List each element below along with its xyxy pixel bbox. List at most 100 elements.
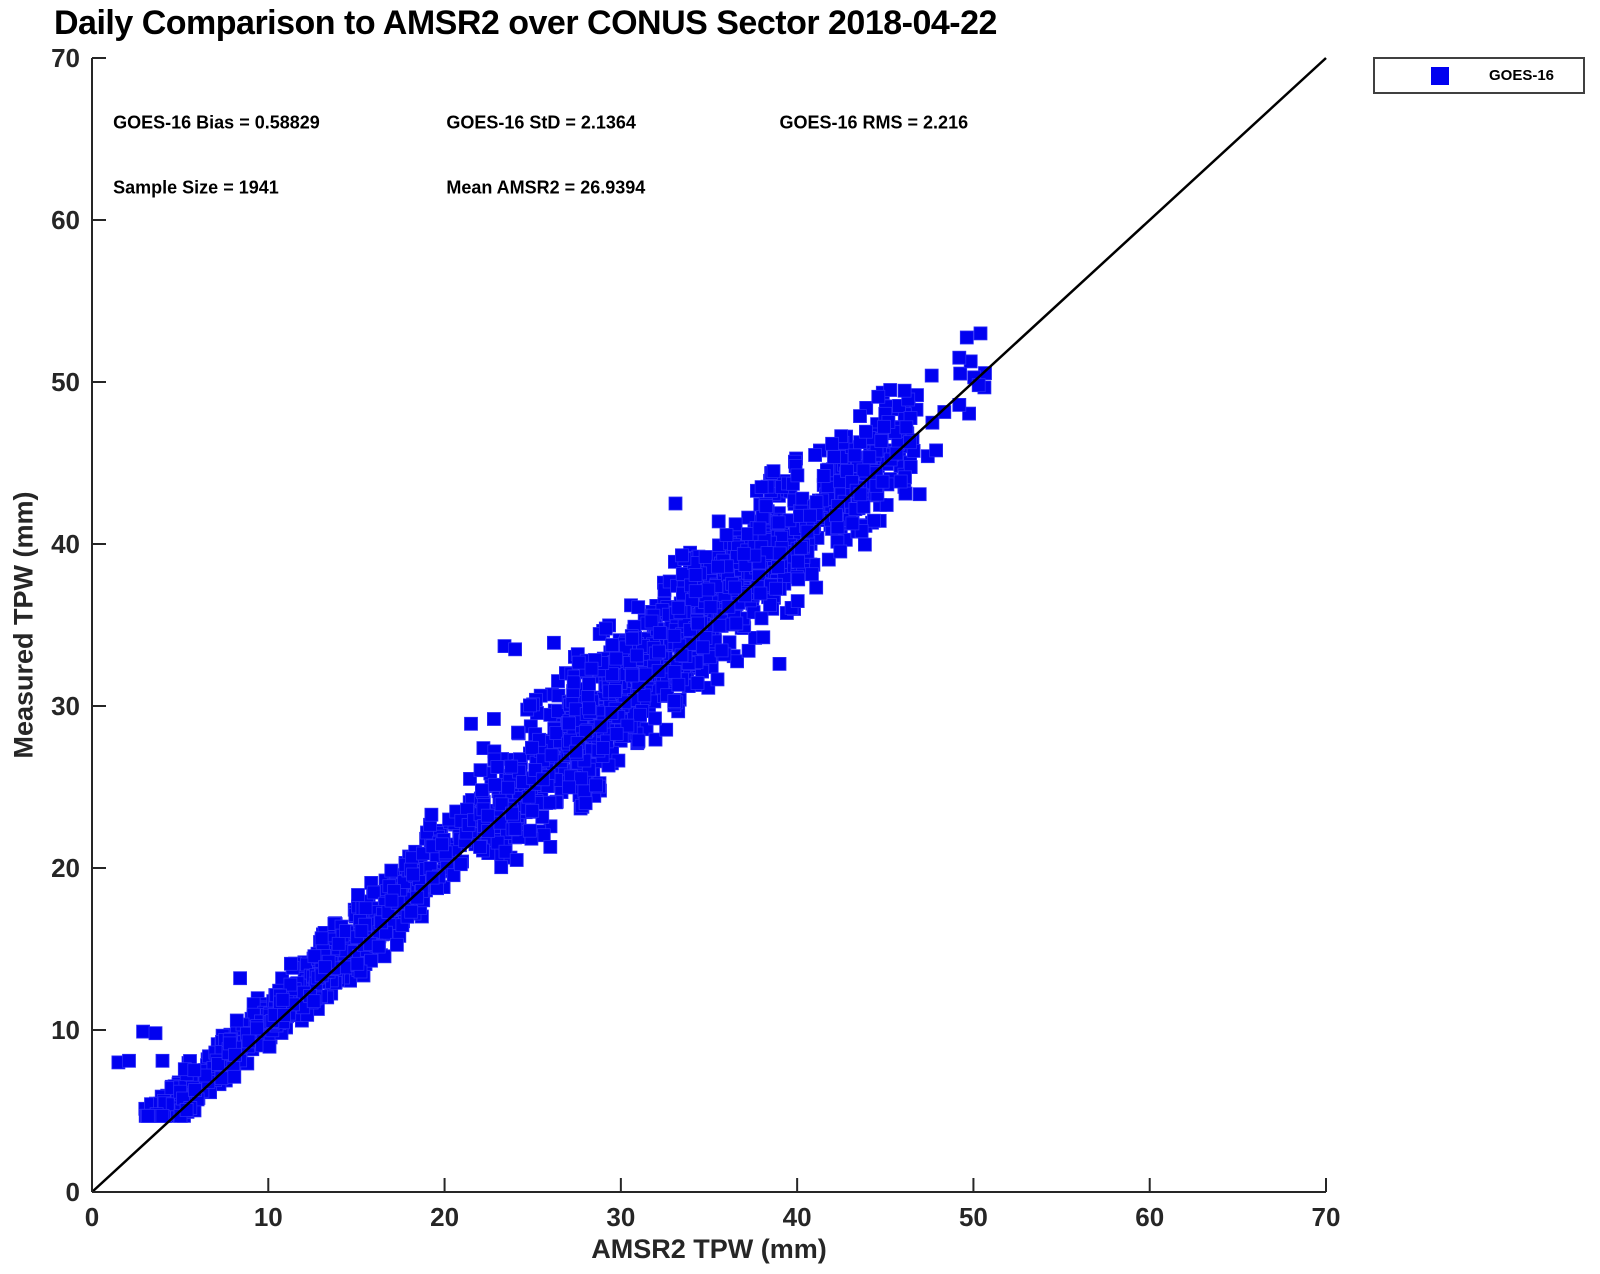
scatter-point <box>155 1109 170 1123</box>
scatter-point <box>667 665 682 679</box>
scatter-point <box>625 631 640 646</box>
scatter-point <box>753 586 768 601</box>
scatter-point <box>652 626 667 640</box>
stat-annotation: Sample Size = 1941 <box>113 177 279 198</box>
scatter-point <box>671 600 686 615</box>
scatter-point <box>509 853 524 867</box>
scatter-point <box>508 821 523 836</box>
scatter-point <box>229 1013 244 1028</box>
scatter-point <box>354 924 369 939</box>
scatter-point <box>511 725 525 740</box>
scatter-point <box>795 491 810 506</box>
scatter-point <box>589 778 603 793</box>
scatter-point <box>959 330 974 345</box>
x-tick-label: 30 <box>606 1202 635 1232</box>
scatter-point <box>446 868 461 883</box>
scatter-point <box>504 759 519 774</box>
scatter-point <box>827 450 841 464</box>
legend-label: GOES-16 <box>1489 67 1555 84</box>
identity-line <box>91 57 1327 1193</box>
y-tick-label: 50 <box>51 367 80 397</box>
scatter-point <box>845 516 860 531</box>
x-tick-label: 40 <box>783 1202 812 1232</box>
scatter-point <box>136 1024 151 1039</box>
scatter-point <box>562 716 576 731</box>
scatter-point <box>698 550 713 564</box>
scatter-point <box>736 546 751 561</box>
scatter-point <box>730 654 744 669</box>
scatter-point <box>695 640 710 655</box>
scatter-point <box>307 949 322 964</box>
scatter-point <box>805 567 819 582</box>
scatter-point <box>803 508 817 523</box>
scatter-point <box>331 936 346 951</box>
y-tick-label: 70 <box>51 43 80 73</box>
scatter-point <box>435 837 450 852</box>
legend-marker-square-icon <box>1431 66 1449 85</box>
scatter-point <box>791 572 806 587</box>
scatter-point <box>816 468 831 483</box>
scatter-point <box>374 915 389 930</box>
scatter-point <box>925 415 940 430</box>
x-tick-label: 60 <box>1135 1202 1164 1232</box>
scatter-point <box>690 676 705 690</box>
scatter-point <box>652 644 666 659</box>
scatter-point <box>703 600 718 615</box>
scatter-point <box>668 496 683 511</box>
scatter-point <box>800 524 815 539</box>
scatter-point <box>853 487 868 502</box>
scatter-point <box>364 953 378 968</box>
scatter-point <box>711 559 725 574</box>
scatter-point <box>406 867 420 882</box>
scatter-point <box>856 499 871 514</box>
scatter-point <box>808 448 822 462</box>
scatter-point <box>473 763 488 778</box>
scatter-point <box>351 888 365 902</box>
scatter-point <box>648 711 662 726</box>
scatter-point <box>847 448 862 463</box>
scatter-point <box>404 904 419 919</box>
scatter-point <box>874 434 889 448</box>
scatter-point <box>140 1109 155 1123</box>
scatter-point <box>769 581 783 596</box>
scatter-point <box>578 796 593 811</box>
scatter-point <box>728 580 742 595</box>
scatter-point <box>871 389 886 404</box>
scatter-point <box>187 1063 202 1078</box>
scatter-point <box>710 672 725 687</box>
scatter-series-goes16 <box>111 326 992 1123</box>
scatter-point <box>728 517 743 532</box>
scatter-point <box>542 795 557 810</box>
scatter-point <box>929 443 943 458</box>
y-tick-label: 40 <box>51 529 80 559</box>
scatter-point <box>486 712 501 726</box>
scatter-point <box>790 468 805 483</box>
scatter-point <box>148 1026 163 1041</box>
x-tick-label: 20 <box>430 1202 459 1232</box>
scatter-point <box>155 1053 170 1068</box>
scatter-point <box>973 326 988 341</box>
scatter-point <box>464 716 478 731</box>
scatter-point <box>858 537 872 552</box>
scatter-point <box>481 824 495 838</box>
scatter-point <box>821 552 836 567</box>
scatter-point <box>809 580 824 595</box>
scatter-point <box>701 582 716 597</box>
scatter-point <box>498 844 513 859</box>
legend: GOES-16 <box>1373 57 1585 94</box>
y-tick-label: 60 <box>51 205 80 235</box>
scatter-point <box>547 635 561 650</box>
scatter-point <box>453 857 468 872</box>
scatter-point <box>862 450 877 465</box>
scatter-point <box>389 937 404 952</box>
scatter-point <box>729 616 744 631</box>
scatter-point <box>250 1021 265 1036</box>
scatter-point <box>501 780 516 795</box>
scatter-point <box>609 727 624 741</box>
scatter-point <box>809 495 824 510</box>
scatter-point <box>487 777 502 792</box>
scatter-point <box>629 648 644 663</box>
scatter-point <box>772 546 787 561</box>
scatter-point <box>754 611 769 626</box>
